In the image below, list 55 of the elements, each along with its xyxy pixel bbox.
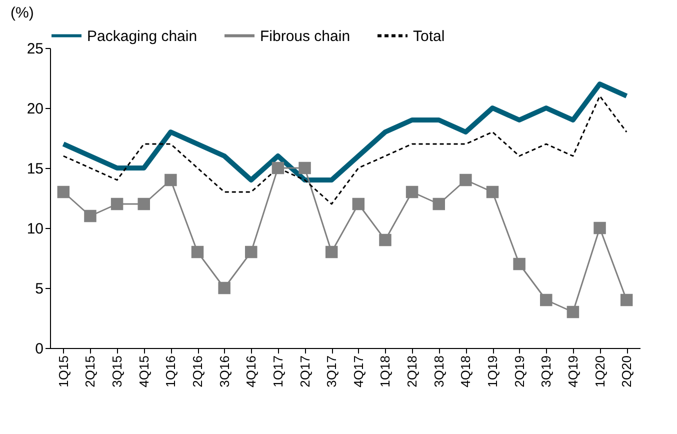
x-tick-label: 4Q17 xyxy=(350,356,366,388)
y-tick-label: 15 xyxy=(26,160,44,178)
x-tick-label: 2Q19 xyxy=(512,356,527,388)
point xyxy=(110,198,124,210)
y-tick-label: 5 xyxy=(35,280,44,298)
x-tick-label: 3Q16 xyxy=(216,356,232,388)
point xyxy=(540,294,552,306)
x-tick-label: 1Q15 xyxy=(56,356,71,388)
point xyxy=(191,246,204,258)
point xyxy=(245,246,258,258)
x-tick-label: 3Q18 xyxy=(431,356,446,388)
y-tick-label: 0 xyxy=(35,340,44,358)
y-tick-label: 10 xyxy=(26,220,44,238)
point xyxy=(486,186,499,198)
point xyxy=(379,234,392,246)
x-tick-label: 2Q18 xyxy=(404,356,420,388)
x-tick-label: 4Q15 xyxy=(136,356,152,388)
point xyxy=(298,162,311,174)
point xyxy=(594,222,606,234)
point xyxy=(513,258,526,270)
point xyxy=(432,198,445,210)
x-tick-label: 1Q19 xyxy=(485,356,500,388)
point xyxy=(84,210,96,222)
legend-label: Packaging chain xyxy=(87,28,198,45)
point xyxy=(460,174,472,186)
legend-label: Total xyxy=(413,28,445,45)
point xyxy=(325,246,338,258)
x-tick-label: 3Q15 xyxy=(110,356,125,388)
point xyxy=(406,186,418,198)
x-tick-label: 2Q15 xyxy=(82,356,98,388)
x-tick-label: 1Q16 xyxy=(163,356,178,388)
point xyxy=(272,162,284,174)
legend-label: Fibrous chain xyxy=(260,28,350,45)
y-axis-title: (%) xyxy=(10,4,34,22)
x-tick-label: 4Q16 xyxy=(244,356,259,388)
point xyxy=(620,294,633,306)
point xyxy=(352,198,365,210)
x-tick-label: 1Q20 xyxy=(592,356,608,388)
x-tick-label: 4Q19 xyxy=(565,356,580,388)
line-series xyxy=(62,95,628,205)
point xyxy=(164,174,177,186)
point xyxy=(57,186,70,198)
y-tick-label: 25 xyxy=(26,40,44,58)
y-tick-label: 20 xyxy=(26,100,44,118)
x-tick-label: 4Q18 xyxy=(458,356,474,388)
x-tick-label: 1Q18 xyxy=(378,356,393,388)
point xyxy=(138,198,150,210)
x-tick-label: 1Q17 xyxy=(270,356,286,388)
x-tick-label: 2Q20 xyxy=(619,356,634,388)
x-tick-label: 2Q16 xyxy=(190,356,205,388)
point xyxy=(566,306,580,318)
point xyxy=(218,282,230,294)
x-tick-label: 3Q19 xyxy=(538,356,554,388)
x-tick-label: 3Q17 xyxy=(324,356,340,388)
x-tick-label: 2Q17 xyxy=(297,356,312,388)
